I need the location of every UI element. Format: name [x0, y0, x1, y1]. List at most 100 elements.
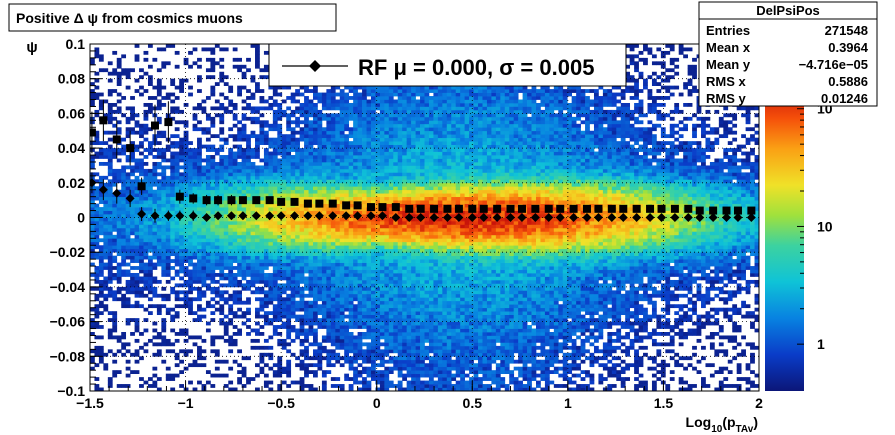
heatmap-cell: [370, 234, 376, 239]
heatmap-cell: [143, 137, 149, 142]
heatmap-cell: [98, 106, 104, 111]
heatmap-cell: [259, 238, 265, 243]
heatmap-cell: [308, 234, 314, 239]
heatmap-cell: [384, 200, 390, 204]
heatmap-cell: [179, 82, 185, 86]
heatmap-cell: [139, 293, 144, 298]
heatmap-cell: [170, 189, 176, 194]
heatmap-cell: [170, 342, 176, 347]
heatmap-cell: [317, 186, 323, 191]
heatmap-cell: [402, 335, 408, 340]
heatmap-cell: [192, 113, 198, 118]
heatmap-cell: [299, 200, 305, 204]
heatmap-cell: [353, 314, 358, 319]
heatmap-cell: [397, 356, 403, 361]
heatmap-cell: [366, 123, 372, 128]
heatmap-cell: [308, 273, 314, 277]
heatmap-cell: [299, 113, 305, 118]
heatmap-cell: [299, 203, 305, 208]
heatmap-cell: [353, 335, 358, 340]
heatmap-cell: [237, 234, 242, 239]
heatmap-cell: [241, 241, 247, 246]
heatmap-cell: [357, 182, 363, 187]
heatmap-cell: [357, 266, 363, 270]
heatmap-cell: [121, 186, 127, 191]
heatmap-cell: [335, 342, 341, 347]
heatmap-cell: [156, 196, 162, 201]
heatmap-cell: [210, 227, 216, 232]
heatmap-cell: [317, 286, 323, 291]
heatmap-cell: [188, 189, 193, 194]
heatmap-cell: [290, 224, 296, 229]
heatmap-cell: [402, 286, 408, 291]
heatmap-cell: [353, 248, 358, 253]
heatmap-cell: [165, 245, 171, 250]
heatmap-cell: [255, 61, 260, 66]
heatmap-cell: [179, 78, 185, 83]
heatmap-cell: [299, 234, 305, 239]
heatmap-cell: [259, 255, 265, 260]
heatmap-cell: [268, 262, 274, 267]
heatmap-cell: [362, 342, 367, 347]
heatmap-cell: [134, 290, 140, 295]
heatmap-cell: [388, 259, 394, 263]
heatmap-cell: [402, 252, 408, 257]
heatmap-cell: [308, 387, 314, 391]
heatmap-cell: [250, 238, 256, 243]
heatmap-cell: [116, 349, 122, 354]
heatmap-cell: [406, 248, 412, 253]
heatmap-cell: [228, 269, 234, 274]
heatmap-cell: [379, 231, 385, 236]
heatmap-cell: [388, 227, 394, 232]
heatmap-cell: [165, 311, 171, 316]
heatmap-cell: [393, 245, 399, 250]
heatmap-cell: [268, 352, 274, 357]
heatmap-cell: [402, 106, 408, 111]
heatmap-cell: [286, 96, 292, 100]
heatmap-cell: [317, 96, 323, 100]
heatmap-cell: [366, 92, 372, 97]
heatmap-cell: [330, 328, 336, 333]
heatmap-cell: [384, 109, 390, 114]
heatmap-cell: [397, 373, 403, 378]
heatmap-cell: [210, 92, 216, 97]
heatmap-cell: [201, 238, 207, 243]
heatmap-cell: [103, 262, 109, 267]
heatmap-cell: [290, 241, 296, 246]
heatmap-cell: [281, 134, 287, 139]
heatmap-cell: [393, 227, 399, 232]
heatmap-cell: [134, 44, 140, 48]
heatmap-cell: [263, 168, 269, 173]
heatmap-cell: [259, 273, 265, 277]
heatmap-cell: [268, 168, 274, 173]
heatmap-cell: [192, 155, 198, 159]
heatmap-cell: [402, 248, 408, 253]
heatmap-cell: [313, 89, 318, 93]
heatmap-cell: [366, 370, 372, 374]
heatmap-cell: [139, 286, 144, 291]
heatmap-cell: [250, 210, 256, 215]
heatmap-cell: [241, 158, 247, 163]
heatmap-cell: [286, 106, 292, 111]
heatmap-cell: [353, 366, 358, 371]
heatmap-cell: [165, 44, 171, 48]
heatmap-cell: [397, 349, 403, 354]
heatmap-cell: [366, 130, 372, 135]
heatmap-cell: [94, 314, 100, 319]
heatmap-cell: [348, 172, 354, 177]
heatmap-cell: [219, 266, 225, 270]
heatmap-cell: [272, 363, 278, 368]
heatmap-cell: [304, 366, 309, 371]
heatmap-cell: [339, 141, 345, 145]
heatmap-cell: [348, 283, 354, 288]
heatmap-cell: [388, 318, 394, 322]
heatmap-cell: [308, 384, 314, 388]
heatmap-cell: [344, 373, 350, 378]
heatmap-cell: [406, 300, 412, 305]
heatmap-cell: [402, 214, 408, 218]
heatmap-cell: [219, 47, 225, 52]
heatmap-cell: [107, 234, 113, 239]
heatmap-cell: [139, 75, 144, 80]
heatmap-cell: [201, 179, 207, 184]
heatmap-cell: [299, 155, 305, 159]
